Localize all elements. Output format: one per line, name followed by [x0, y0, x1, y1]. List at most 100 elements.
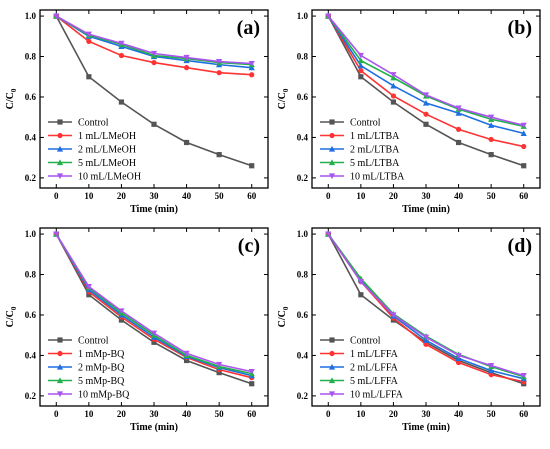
- x-tick-label: 60: [247, 191, 257, 201]
- data-point: [390, 82, 397, 89]
- legend-item: 1 mL/LTBA: [320, 131, 400, 142]
- legend-item: Control: [320, 336, 381, 347]
- legend-item: Control: [320, 118, 381, 129]
- x-tick-label: 30: [150, 191, 160, 201]
- legend-label: 10 mL/LMeOH: [78, 172, 141, 183]
- legend: Control 1 mL/LTBA 2 mL/LTBA 5 mL/LTBA 10 mL/…: [320, 118, 405, 183]
- data-point: [151, 121, 157, 127]
- data-point: [183, 350, 190, 357]
- data-point: [422, 99, 430, 106]
- series-line: [327, 15, 524, 167]
- data-point: [118, 99, 125, 105]
- y-axis-label-main: C/C: [5, 310, 16, 327]
- x-tick-label: 10: [84, 409, 94, 419]
- data-point: [488, 122, 495, 128]
- legend-label: 1 mL/LMeOH: [78, 131, 136, 142]
- legend-label: 1 mL/LFFA: [350, 349, 399, 360]
- data-point: [216, 70, 222, 76]
- x-axis-label: Time (min): [130, 204, 178, 215]
- legend-marker: [328, 173, 336, 180]
- x-axis-label: Time (min): [402, 422, 450, 433]
- x-tick-label: 0: [326, 191, 331, 201]
- y-axis-label: C/C0: [5, 306, 18, 327]
- panel-label: (a): [237, 17, 260, 39]
- x-tick-label: 50: [487, 191, 497, 201]
- x-tick-label: 10: [84, 191, 94, 201]
- x-tick-label: 50: [215, 191, 225, 201]
- legend-item: 5 mL/LTBA: [320, 158, 400, 169]
- legend-label: 10 mL/LTBA: [350, 172, 405, 183]
- legend-label: 2 mL/LTBA: [350, 145, 400, 156]
- x-tick-label: 40: [182, 409, 192, 419]
- data-point: [357, 279, 364, 285]
- data-point: [248, 64, 255, 71]
- legend-item: 2 mL/LTBA: [320, 145, 400, 156]
- y-tick-label: 1.0: [25, 11, 37, 21]
- data-point: [151, 339, 157, 345]
- data-point: [86, 74, 92, 80]
- y-axis-label: C/C0: [277, 306, 290, 327]
- data-point: [521, 143, 527, 150]
- x-tick-label: 30: [422, 191, 432, 201]
- y-tick-label: 0.8: [297, 270, 309, 280]
- legend-marker: [329, 119, 335, 125]
- data-point: [488, 114, 495, 121]
- x-tick-label: 20: [389, 191, 399, 201]
- x-tick-label: 50: [215, 409, 225, 419]
- x-tick-label: 10: [356, 409, 366, 419]
- y-tick-label: 0.6: [297, 310, 309, 320]
- y-tick-label: 0.8: [25, 270, 37, 280]
- y-tick-label: 0.2: [25, 173, 37, 183]
- data-point: [422, 92, 430, 99]
- legend-marker: [329, 337, 335, 343]
- x-tick-label: 40: [182, 191, 192, 201]
- panel-label: (d): [508, 235, 532, 257]
- y-axis-label: C/C0: [5, 88, 18, 109]
- y-tick-label: 0.4: [297, 350, 309, 360]
- x-axis-label: Time (min): [402, 204, 450, 215]
- data-point: [183, 65, 190, 71]
- y-axis-label-subscript: 0: [282, 306, 290, 310]
- data-point: [455, 105, 462, 112]
- legend: Control 1 mL/LFFA 2 mL/LFFA 5 mL/LFFA 10 mL/…: [320, 336, 404, 401]
- y-tick-label: 0.2: [297, 173, 309, 183]
- data-point: [455, 352, 462, 359]
- series: [53, 13, 255, 67]
- data-point: [118, 308, 125, 315]
- legend-item: 10 mMp-BQ: [48, 390, 130, 401]
- legend-marker: [328, 391, 336, 398]
- legend-label: 1 mMp-BQ: [78, 349, 125, 360]
- y-tick-label: 0.2: [297, 391, 309, 401]
- data-point: [423, 121, 429, 127]
- data-point: [488, 152, 494, 158]
- chart-panel: 0 10 20 30 40 50 60 0.2 0.4 0.6 0.8 1.0 Time (min) C/…: [277, 227, 541, 433]
- data-point: [53, 13, 60, 20]
- x-tick-label: 40: [454, 191, 464, 201]
- data-point: [423, 341, 429, 347]
- data-point: [151, 59, 157, 66]
- legend-label: 5 mL/LTBA: [350, 158, 400, 169]
- legend-item: 5 mL/LMeOH: [48, 158, 136, 169]
- legend-marker: [56, 377, 64, 384]
- data-point: [216, 361, 223, 368]
- y-tick-label: 0.6: [297, 92, 309, 102]
- legend-item: 10 mL/LFFA: [320, 390, 404, 401]
- data-point: [216, 152, 222, 158]
- legend-marker: [57, 119, 63, 125]
- data-point: [86, 38, 92, 44]
- legend-marker: [328, 363, 336, 370]
- legend-item: 5 mMp-BQ: [48, 376, 125, 387]
- legend-label: 5 mL/LMeOH: [78, 158, 136, 169]
- data-point: [357, 62, 364, 69]
- x-tick-label: 60: [519, 409, 529, 419]
- legend-item: 1 mMp-BQ: [48, 349, 125, 360]
- y-tick-label: 0.8: [25, 52, 37, 62]
- legend-label: Control: [78, 336, 109, 347]
- data-point: [118, 52, 125, 59]
- data-point: [85, 31, 92, 38]
- series: [325, 13, 527, 150]
- data-point: [249, 163, 255, 169]
- series-line: [327, 233, 524, 385]
- x-axis-label: Time (min): [130, 422, 178, 433]
- legend-label: Control: [78, 118, 109, 129]
